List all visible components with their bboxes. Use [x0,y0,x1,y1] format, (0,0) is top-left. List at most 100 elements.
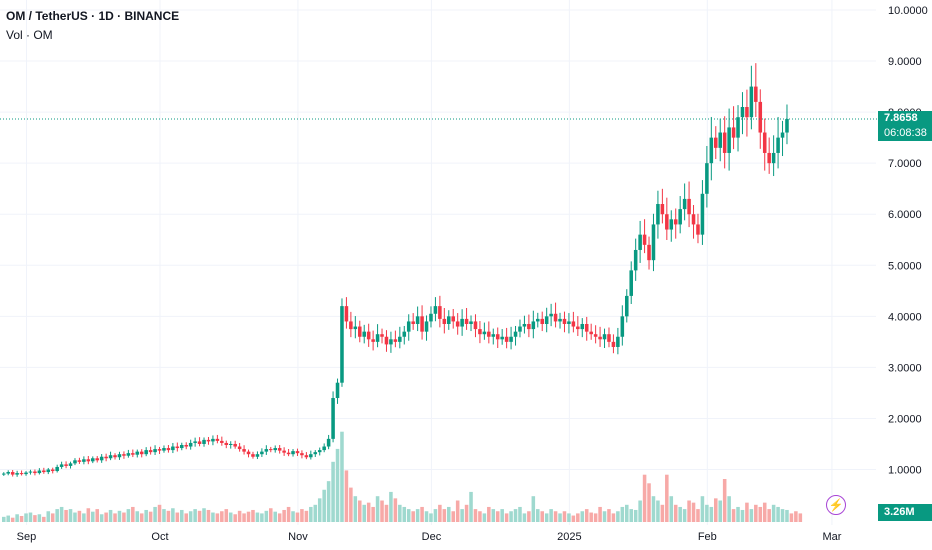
candle-body [464,318,469,324]
volume-bar [754,504,758,522]
candle-body [2,473,6,475]
volume-bar [322,489,326,522]
price-tick-label: 7.0000 [888,158,922,170]
volume-bar [326,481,331,522]
volume-bar [571,515,576,522]
candle-body [584,323,589,332]
volume-bar [2,516,6,522]
volume-bar [277,513,282,522]
volume-bar [758,506,763,522]
volume-bar [180,509,184,522]
price-axis[interactable]: 10.00009.00008.00007.00006.00005.00004.0… [888,5,928,477]
volume-bar [228,512,233,522]
volume-bar [46,511,51,522]
candle-body [611,341,616,347]
volume-bar [415,509,420,522]
volume-bar [122,512,126,522]
volume-bar [37,514,42,522]
volume-bar [745,502,749,522]
volume-bar [393,498,398,522]
candle-body [122,454,126,456]
volume-bar [567,513,571,522]
candle-body [286,452,291,455]
candle-body [527,323,531,330]
candle-body [28,471,33,473]
candle-body [108,455,113,459]
candle-body [714,137,718,148]
volume-bar [42,516,46,522]
candle-body [415,316,420,324]
candle-body [162,448,166,451]
volume-bar [402,506,407,522]
candle-body [460,318,464,327]
candle-body [749,86,754,118]
lightning-icon[interactable]: ⚡ [826,495,846,515]
volume-bar [131,506,135,522]
candle-body [482,331,487,335]
time-axis[interactable]: Sep Oct Nov Dec 2025 Feb Mar [17,531,842,543]
candle-body [380,334,384,337]
volume-bar [251,509,255,522]
volume-bar [433,509,438,522]
candle-body [478,329,482,335]
volume-bar [424,511,429,522]
candle-body [589,331,593,335]
volume-bar [438,504,442,522]
candle-body [754,86,758,102]
volume-bar [714,498,718,522]
volume-bar [304,510,309,522]
volume-bar [91,511,95,522]
volume-bar [86,508,91,522]
candle-body [451,316,455,322]
volume-indicator-title[interactable]: Vol · OM [6,28,53,42]
volume-bar [687,500,691,522]
candle-body [273,448,277,451]
volume-bar [642,474,647,522]
candle-body [576,326,580,330]
candle-body [375,334,380,342]
volume-bar [193,509,197,522]
candle-body [233,443,237,447]
candle-body [371,339,375,342]
volume-bar [215,513,220,522]
candle-body [180,444,184,449]
candle-body [10,472,15,475]
candle-body [393,339,398,342]
candle-body [540,318,544,324]
candle-body [549,313,553,317]
candle-body [139,451,144,455]
candle-body [144,450,148,455]
candle-body [19,473,24,475]
candle-body [389,339,393,345]
volume-bar [242,513,246,522]
candle-body [433,306,438,314]
candle-body [513,331,518,337]
volume-bar [469,491,473,522]
candle-body [73,460,77,464]
candle-body [731,127,736,138]
volume-bar [309,506,313,522]
candle-body [558,318,562,322]
volume-bar [175,512,180,522]
volume-bar [580,511,585,522]
volume-bar [197,510,202,522]
candle-body [77,460,82,462]
volume-bar [633,509,638,522]
candle-body [269,449,273,451]
symbol-title[interactable]: OM / TetherUS · 1D · BINANCE [6,9,180,23]
candle-body [277,448,282,451]
candle-body [42,470,46,473]
volume-bar [33,515,37,522]
volume-bar [656,500,660,522]
candle-body [335,382,340,399]
volume-bar [464,504,469,522]
volume-bar [629,509,633,522]
candle-body [625,295,629,317]
volume-bar [598,506,602,522]
volume-bar [487,506,491,522]
volume-bar [553,511,558,522]
candle-body [242,449,246,452]
volume-bar [678,506,682,522]
volume-bar [491,509,496,522]
